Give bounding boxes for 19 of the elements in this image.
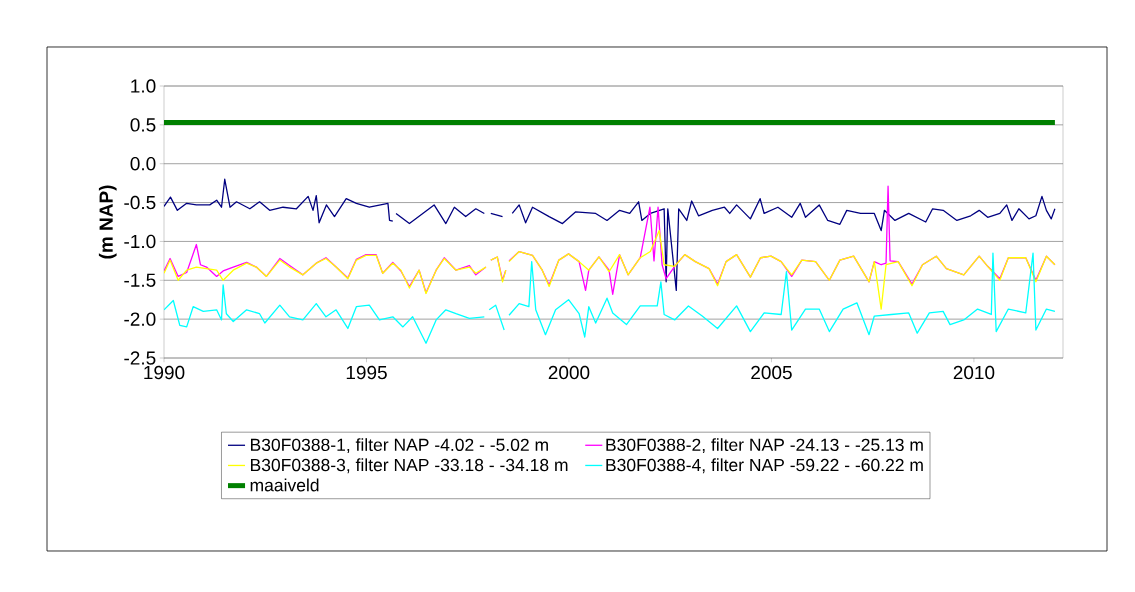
x-tick-label: 2000 bbox=[548, 365, 590, 380]
y-tick-label: -1.0 bbox=[124, 234, 156, 249]
x-tick-label: 2005 bbox=[751, 365, 792, 380]
y-tick-label: 1.0 bbox=[131, 79, 156, 93]
y-tick-label: 0.0 bbox=[130, 156, 156, 171]
y-tick-label: -2.5 bbox=[124, 351, 156, 365]
legend-label: B30F0388-1, filter NAP -4.02 - -5.02 m bbox=[250, 438, 548, 454]
legend-label: B30F0388-4, filter NAP -59.22 - -60.22 m bbox=[606, 458, 923, 474]
y-tick-label: -2.0 bbox=[124, 312, 156, 326]
x-tick-label: 2010 bbox=[953, 365, 995, 380]
y-tick-label: -0.5 bbox=[124, 195, 156, 210]
legend-label: B30F0388-2, filter NAP -24.13 - -25.13 m bbox=[606, 438, 923, 454]
x-tick-label: 1995 bbox=[346, 365, 387, 380]
y-axis-title: (m NAP) bbox=[98, 185, 117, 259]
legend-label: maaiveld bbox=[250, 478, 319, 492]
legend-label: B30F0388-3, filter NAP -33.18 - -34.18 m bbox=[250, 458, 568, 474]
x-tick-label: 1990 bbox=[144, 365, 185, 380]
y-tick-label: 0.5 bbox=[130, 118, 156, 132]
y-tick-label: -1.5 bbox=[124, 273, 156, 287]
